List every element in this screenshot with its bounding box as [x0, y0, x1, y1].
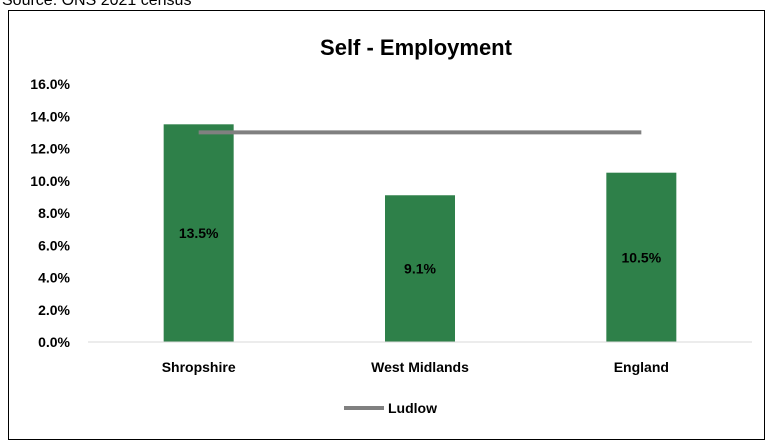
x-axis: Shropshire West Midlands England	[88, 341, 752, 375]
source-caption: Source: ONS 2021 census	[2, 0, 192, 9]
x-category-label: England	[614, 359, 669, 375]
y-tick-label: 12.0%	[30, 141, 70, 157]
bar	[606, 172, 677, 342]
bars	[163, 124, 677, 342]
data-label: 13.5%	[179, 225, 219, 241]
y-axis: 0.0% 2.0% 4.0% 6.0% 8.0% 10.0% 12.0% 14.0% 16.0%	[30, 76, 70, 350]
y-tick-label: 0.0%	[38, 334, 70, 350]
x-category-label: West Midlands	[371, 359, 469, 375]
bar	[385, 195, 455, 342]
data-label: 10.5%	[621, 249, 661, 265]
bar	[163, 124, 234, 342]
chart-title: Self - Employment	[320, 35, 513, 60]
legend-label: Ludlow	[388, 400, 437, 416]
y-tick-label: 14.0%	[30, 108, 70, 124]
y-tick-label: 2.0%	[38, 302, 70, 318]
data-labels: 13.5% 9.1% 10.5%	[179, 225, 662, 276]
y-tick-label: 4.0%	[38, 270, 70, 286]
y-tick-label: 8.0%	[38, 205, 70, 221]
y-tick-label: 10.0%	[30, 173, 70, 189]
data-label: 9.1%	[404, 261, 436, 277]
x-category-label: Shropshire	[162, 359, 236, 375]
chart: Self - Employment 0.0% 2.0% 4.0% 6.0% 8.0% 10…	[30, 35, 752, 416]
y-tick-label: 6.0%	[38, 237, 70, 253]
y-tick-label: 16.0%	[30, 76, 70, 92]
legend: Ludlow	[344, 400, 437, 416]
